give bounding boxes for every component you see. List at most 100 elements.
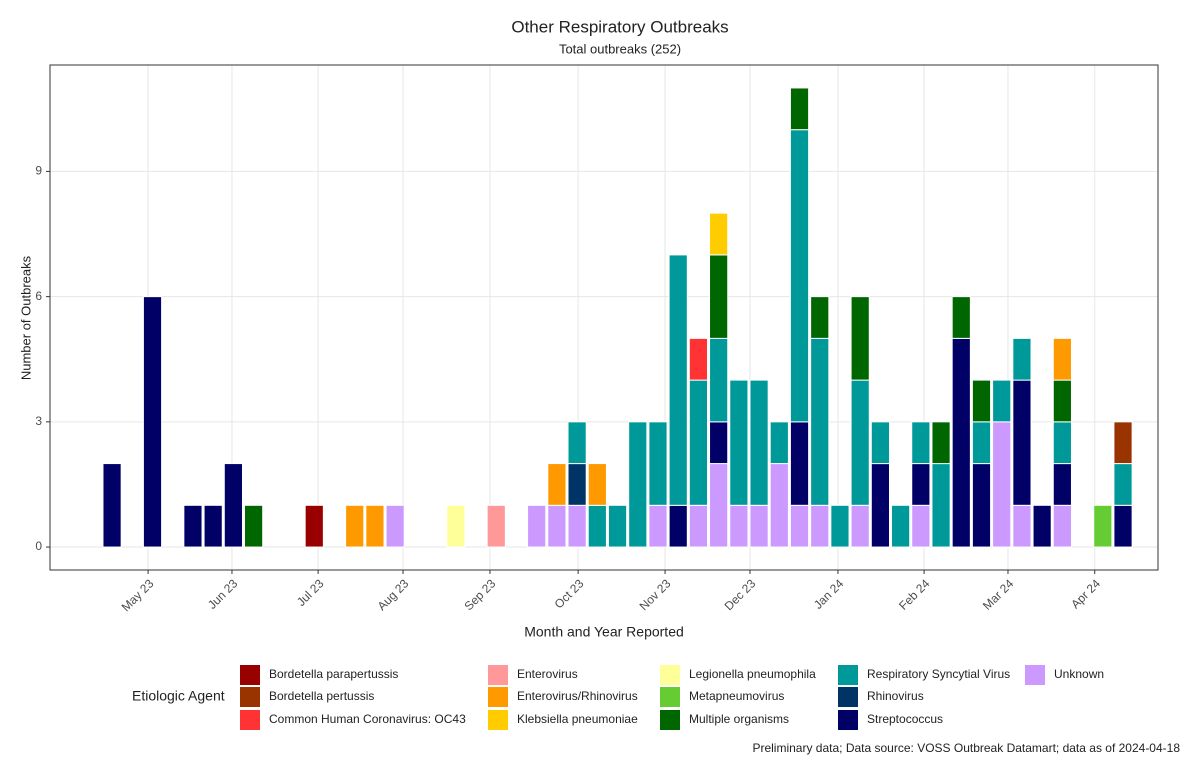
bar-segment [992, 379, 1012, 423]
legend-label: Respiratory Syncytial Virus [867, 667, 1010, 681]
bar-segment [709, 421, 729, 465]
bar-segment [870, 463, 890, 548]
bar-segment [870, 421, 890, 465]
bar-segment [628, 421, 648, 548]
legend-label: Metapneumovirus [689, 689, 784, 703]
legend-label: Common Human Coronavirus: OC43 [269, 712, 466, 726]
legend-label: Streptococcus [867, 712, 943, 726]
bar-segment [688, 337, 709, 381]
bar-segment [830, 504, 850, 548]
bar-segment [587, 504, 607, 548]
x-tick-label: Jan 24 [811, 576, 847, 612]
bar-segment [850, 296, 870, 381]
bar-segment [992, 421, 1012, 548]
legend-label: Enterovirus [517, 667, 578, 681]
x-tick-label: Nov 23 [637, 576, 674, 613]
chart-subtitle: Total outbreaks (252) [559, 41, 681, 56]
bar-segment [789, 87, 810, 131]
bar-segment [1052, 379, 1072, 423]
bar-segment [567, 504, 587, 548]
caption: Preliminary data; Data source: VOSS Outb… [752, 741, 1180, 755]
bar-segment [547, 504, 567, 548]
bar-segment [607, 504, 628, 548]
bar-segment [729, 379, 749, 506]
bar-segment [1012, 337, 1032, 381]
bar-segment [810, 296, 830, 339]
bar-segment [709, 212, 729, 256]
legend-swatch [838, 710, 858, 730]
bar-segment [709, 463, 729, 548]
bar-segment [789, 129, 810, 423]
bar-segment [1012, 379, 1032, 506]
bar-segment [183, 504, 203, 548]
bar-segment [1052, 504, 1072, 548]
legend-swatch [488, 687, 508, 707]
x-tick-label: Feb 24 [896, 576, 933, 613]
bar-segment [102, 463, 122, 548]
y-tick-label: 9 [35, 164, 42, 178]
bar-segment [142, 296, 163, 548]
x-tick-label: Apr 24 [1068, 576, 1103, 611]
legend-label: Enterovirus/Rhinovirus [517, 689, 638, 703]
bar-segment [688, 379, 709, 506]
bar-segment [668, 504, 688, 548]
x-tick-label: Mar 24 [980, 576, 1017, 613]
bar-segment [587, 463, 607, 506]
y-tick-label: 6 [35, 289, 42, 303]
x-tick-label: Dec 23 [722, 576, 759, 613]
bar-segment [709, 254, 729, 339]
legend-swatch [838, 665, 858, 685]
x-tick-label: May 23 [119, 576, 157, 614]
bar-segment [1093, 504, 1113, 548]
x-tick-label: Jul 23 [294, 576, 327, 609]
bar-segment [931, 421, 951, 465]
bar-segment [648, 421, 668, 506]
bar-segment [1052, 463, 1072, 506]
legend-swatch [240, 687, 260, 707]
bar-segment [951, 337, 971, 548]
plot-border [49, 64, 1159, 571]
bar-segment [810, 504, 830, 548]
x-tick-label: Jun 23 [205, 576, 241, 612]
x-axis-label: Month and Year Reported [524, 624, 684, 640]
bar-segment [1012, 504, 1032, 548]
legend-swatch [240, 710, 260, 730]
bar-segment [688, 504, 709, 548]
legend-label: Rhinovirus [867, 689, 924, 703]
y-tick-label: 3 [35, 414, 42, 428]
bar-segment [749, 504, 769, 548]
legend-label: Legionella pneumophila [689, 667, 816, 681]
legend-label: Bordetella pertussis [269, 689, 374, 703]
bar-segment [729, 504, 749, 548]
bar-segment [304, 504, 324, 548]
bar-segment [385, 504, 405, 548]
legend-swatch [660, 665, 680, 685]
legend-swatch [488, 710, 508, 730]
bar-segment [527, 504, 547, 548]
y-tick-label: 0 [35, 539, 42, 553]
legend-swatch [660, 710, 680, 730]
bar-segment [1052, 337, 1072, 381]
legend-title: Etiologic Agent [132, 688, 225, 704]
bar-segment [486, 504, 506, 548]
bar-segment [648, 504, 668, 548]
bar-segment [971, 379, 992, 423]
bar-segment [931, 463, 951, 548]
legend-label: Unknown [1054, 667, 1104, 681]
bar-segment [891, 504, 911, 548]
legend-label: Multiple organisms [689, 712, 789, 726]
bar-segment [749, 379, 769, 506]
legend-swatch [660, 687, 680, 707]
legend-swatch [240, 665, 260, 685]
x-tick-label: Sep 23 [462, 576, 499, 613]
bar-segment [911, 463, 931, 506]
bar-segment [971, 421, 992, 465]
y-axis-label: Number of Outbreaks [18, 255, 33, 380]
legend-swatch [838, 687, 858, 707]
bar-segment [810, 337, 830, 506]
legend-label: Bordetella parapertussis [269, 667, 398, 681]
bar-segment [850, 379, 870, 506]
legend-swatch [488, 665, 508, 685]
x-tick-label: Oct 23 [552, 576, 587, 611]
